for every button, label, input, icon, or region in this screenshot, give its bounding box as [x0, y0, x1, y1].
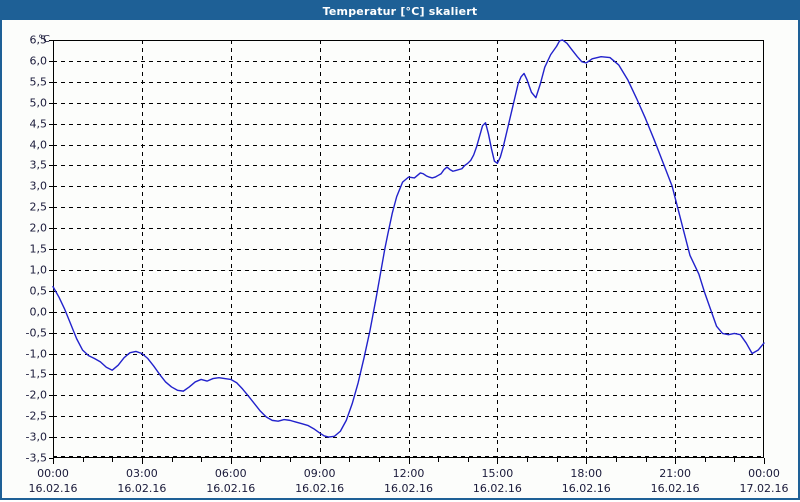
y-axis-tick-label: 4,5	[29, 117, 48, 131]
x-axis-tick-time: 12:00	[392, 467, 425, 480]
y-axis-tick-label: 5,5	[29, 75, 48, 89]
y-axis-ticks	[49, 40, 53, 459]
x-axis-tick-date: 16.02.16	[28, 482, 78, 495]
y-axis-tick-label: 6,5	[29, 33, 48, 47]
x-axis-ticks	[53, 458, 765, 464]
x-axis-tick-date: 16.02.16	[117, 482, 167, 495]
y-axis-tick-label: -3,0	[25, 430, 47, 444]
x-axis-tick-date: 17.02.16	[739, 482, 789, 495]
x-axis-tick-label: 15:00 16.02.16	[457, 466, 537, 496]
y-axis-tick-label: 4,0	[29, 138, 48, 151]
gridlines	[53, 40, 764, 458]
y-axis-tick-label: 2,5	[29, 200, 48, 214]
x-axis-tick-time: 06:00	[214, 467, 247, 480]
x-axis-tick-date: 16.02.16	[472, 482, 522, 495]
x-axis-tick-date: 16.02.16	[206, 482, 256, 495]
x-axis-tick-time: 00:00	[748, 467, 780, 480]
x-axis-tick-time: 09:00	[303, 467, 336, 480]
x-axis-tick-time: 15:00	[481, 467, 514, 480]
y-axis-tick-label: -2,5	[25, 409, 47, 423]
x-axis-tick-date: 16.02.16	[295, 482, 345, 495]
x-axis-tick-date: 16.02.16	[384, 482, 433, 495]
y-axis-tick-label: 0,0	[29, 305, 48, 319]
series-layer	[52, 39, 765, 438]
y-axis-tick-label: 2,0	[29, 221, 48, 235]
y-axis-tick-label: 0,5	[29, 284, 48, 298]
x-axis-tick-date: 16.02.16	[650, 482, 700, 495]
x-axis-tick-label: 06:00 16.02.16	[191, 466, 271, 496]
y-axis-unit-label: °C	[38, 34, 50, 45]
x-axis-tick-label: 12:00 16.02.16	[369, 466, 449, 496]
x-axis-tick-time: 03:00	[126, 467, 158, 480]
x-axis-tick-time: 21:00	[659, 467, 691, 480]
x-axis-tick-label: 00:00 17.02.16	[724, 466, 800, 496]
x-axis-tick-label: 21:00 16.02.16	[635, 466, 715, 496]
x-axis-tick-time: 18:00	[570, 467, 603, 480]
y-axis-tick-label: 3,0	[29, 179, 48, 193]
y-axis-tick-label: -1,5	[25, 367, 47, 381]
x-axis-tick-label: 00:00 16.02.16	[13, 466, 93, 496]
y-axis-tick-label: 6,0	[29, 54, 48, 68]
x-axis-tick-date: 16.02.16	[561, 482, 611, 495]
x-axis-tick-label: 18:00 16.02.16	[546, 466, 626, 496]
y-axis-tick-label: -2,0	[25, 388, 47, 402]
x-axis-tick-time: 00:00	[37, 467, 69, 480]
y-axis-tick-label: 1,5	[29, 242, 48, 256]
y-axis-tick-label: -0,5	[25, 326, 47, 340]
y-axis-tick-label: -3,5	[25, 451, 47, 465]
y-axis-tick-label: -1,0	[25, 347, 47, 360]
x-axis-tick-label: 09:00 16.02.16	[280, 466, 360, 496]
y-axis-tick-label: 3,5	[29, 158, 48, 172]
y-axis-tick-label: 5,0	[29, 96, 48, 110]
y-axis-tick-label: 1,0	[29, 263, 48, 277]
x-axis-tick-label: 03:00 16.02.16	[102, 466, 182, 496]
window-titlebar: Temperatur [°C] skaliert	[2, 2, 798, 20]
window-title: Temperatur [°C] skaliert	[322, 4, 478, 18]
